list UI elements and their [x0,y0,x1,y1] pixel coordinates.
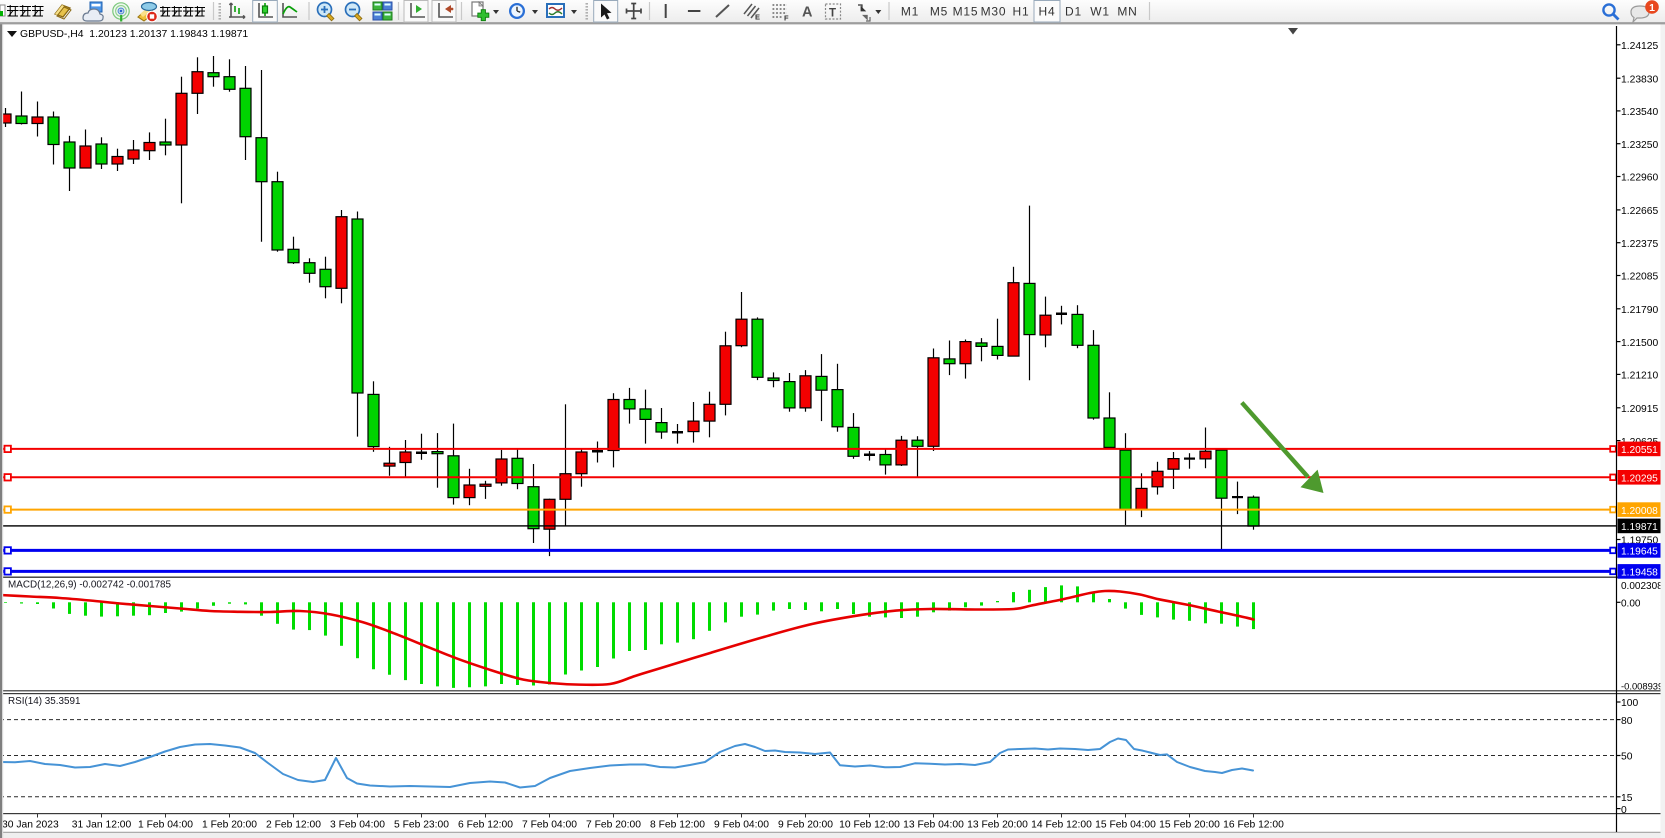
svg-text:15 Feb 20:00: 15 Feb 20:00 [1159,820,1220,831]
svg-text:1.21790: 1.21790 [1621,305,1658,316]
svg-text:31 Jan 12:00: 31 Jan 12:00 [72,820,132,831]
svg-text:14 Feb 12:00: 14 Feb 12:00 [1031,820,1092,831]
svg-text:100: 100 [1621,698,1638,709]
svg-text:7 Feb 04:00: 7 Feb 04:00 [522,820,577,831]
svg-text:1.22085: 1.22085 [1621,272,1658,283]
svg-text:F: F [784,14,789,23]
svg-text:GBPUSD-,H4 1.20123 1.20137 1.: GBPUSD-,H4 1.20123 1.20137 1.19843 1.198… [20,29,248,40]
svg-text:3 Feb 04:00: 3 Feb 04:00 [330,820,385,831]
svg-text:M15: M15 [953,5,979,19]
svg-text:80: 80 [1621,716,1633,727]
svg-text:5 Feb 23:00: 5 Feb 23:00 [394,820,449,831]
svg-text:1.19871: 1.19871 [1621,522,1658,533]
svg-text:15 Feb 04:00: 15 Feb 04:00 [1095,820,1156,831]
svg-text:T: T [829,8,836,20]
svg-text:1.22960: 1.22960 [1621,173,1658,184]
svg-text:0.00: 0.00 [1621,599,1641,610]
svg-text:7 Feb 20:00: 7 Feb 20:00 [586,820,641,831]
svg-text:2 Feb 12:00: 2 Feb 12:00 [266,820,321,831]
svg-text:H4: H4 [1039,5,1056,19]
svg-text:M5: M5 [930,5,948,19]
svg-text:10 Feb 12:00: 10 Feb 12:00 [839,820,900,831]
svg-text:9 Feb 20:00: 9 Feb 20:00 [778,820,833,831]
svg-text:1.19750: 1.19750 [1621,536,1658,547]
svg-text:13 Feb 04:00: 13 Feb 04:00 [903,820,964,831]
svg-text:1.21500: 1.21500 [1621,338,1658,349]
svg-text:1.19645: 1.19645 [1621,547,1658,558]
svg-text:15: 15 [1621,793,1633,804]
svg-text:1.20551: 1.20551 [1621,445,1658,456]
svg-text:1.19458: 1.19458 [1621,568,1658,579]
svg-text:0: 0 [1621,805,1627,816]
svg-text:W1: W1 [1090,5,1110,19]
svg-text:1.23250: 1.23250 [1621,140,1658,151]
svg-text:1.20295: 1.20295 [1621,474,1658,485]
svg-text:MACD(12,26,9) -0.002742 -0.001: MACD(12,26,9) -0.002742 -0.001785 [8,580,172,591]
svg-text:MN: MN [1117,5,1137,19]
svg-text:1 Feb 20:00: 1 Feb 20:00 [202,820,257,831]
svg-text:RSI(14) 35.3591: RSI(14) 35.3591 [8,696,81,707]
svg-text:-0.008939: -0.008939 [1621,680,1663,691]
svg-text:50: 50 [1621,752,1633,763]
svg-text:8 Feb 12:00: 8 Feb 12:00 [650,820,705,831]
svg-text:1.22375: 1.22375 [1621,239,1658,250]
svg-text:A: A [802,5,813,21]
svg-text:H1: H1 [1013,5,1030,19]
svg-text:6 Feb 12:00: 6 Feb 12:00 [458,820,513,831]
svg-text:9 Feb 04:00: 9 Feb 04:00 [714,820,769,831]
svg-text:1 Feb 04:00: 1 Feb 04:00 [138,820,193,831]
svg-text:0.002308: 0.002308 [1621,581,1663,592]
svg-text:E: E [755,13,760,22]
svg-text:1.23830: 1.23830 [1621,74,1658,85]
svg-text:1: 1 [1649,2,1655,14]
svg-text:16 Feb 12:00: 16 Feb 12:00 [1223,820,1284,831]
svg-text:M1: M1 [901,5,919,19]
svg-text:1.23540: 1.23540 [1621,107,1658,118]
svg-text:1.21210: 1.21210 [1621,371,1658,382]
svg-text:1.20915: 1.20915 [1621,404,1658,415]
svg-text:13 Feb 20:00: 13 Feb 20:00 [967,820,1028,831]
svg-text:D1: D1 [1065,5,1082,19]
svg-text:1.20008: 1.20008 [1621,506,1658,517]
svg-text:M30: M30 [981,5,1007,19]
svg-text:1.24125: 1.24125 [1621,41,1658,52]
svg-text:1.22665: 1.22665 [1621,206,1658,217]
svg-text:30 Jan 2023: 30 Jan 2023 [2,820,59,831]
